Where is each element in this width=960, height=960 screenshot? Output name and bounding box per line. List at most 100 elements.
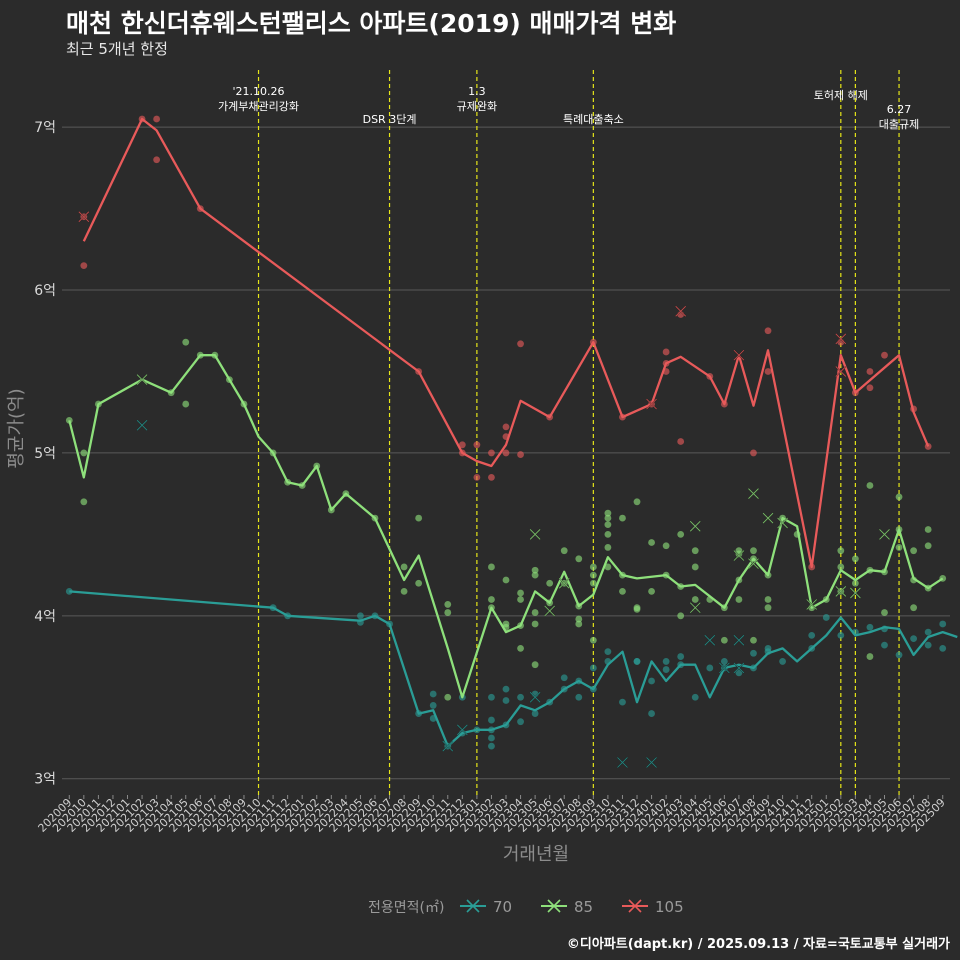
data-point-70 [517,718,524,726]
y-tick-label: 3억 [34,772,56,788]
chart-subtitle: 최근 5개년 한정 [66,40,168,58]
data-point-85 [648,587,655,595]
data-point-105 [866,384,874,392]
event-label: DSR 3단계 [363,113,417,126]
cancelled-deal-marker-outline-85 [835,586,847,597]
chart-title: 매천 한신더휴웨스턴팰리스 아파트(2019) 매매가격 변화 [66,9,677,38]
legend-swatch-cross-70 [466,899,480,913]
data-point-70 [575,693,583,701]
cancelled-deal-marker-outline-85 [558,577,570,589]
data-point-70 [706,664,714,672]
cancelled-deal-marker-outline-85 [762,512,774,524]
data-point-85 [881,609,888,616]
data-point-70 [488,734,495,742]
cancelled-deal-marker-outline-105 [78,211,90,223]
data-point-85 [589,636,597,644]
cancelled-deal-marker-outline-105 [675,305,687,317]
data-point-70 [662,666,670,673]
data-point-85 [633,605,641,613]
data-point-85 [866,653,874,660]
cancelled-deal-marker-outline-105 [733,349,745,361]
data-point-70 [648,710,655,717]
data-point-70 [502,685,510,693]
data-point-85 [677,530,685,538]
cancelled-deal-marker-outline-70 [529,691,541,703]
event-label: 6.27 대출규제 [879,103,919,131]
data-point-70 [866,623,874,631]
data-point-85 [531,620,539,628]
series-line-85 [68,354,944,699]
data-point-105 [153,115,161,123]
data-point-85 [65,416,73,424]
data-point-70 [910,635,918,643]
cancelled-deal-marker-outline-70 [456,724,468,736]
data-point-70 [750,649,757,657]
cancelled-deal-marker-outline-70 [617,757,628,768]
cancelled-deal-marker-outline-70 [646,757,657,768]
legend-title: 전용면적(㎡) [368,900,444,916]
data-point-85 [604,530,612,538]
data-point-70 [691,693,699,701]
event-label: 토허제 해제 [814,88,868,102]
cancelled-deal-marker-outline-70 [704,634,716,646]
legend-swatch-cross-105 [628,899,642,913]
data-point-85 [604,509,612,517]
cancelled-deal-marker-outline-85 [806,599,818,610]
cancelled-deal-marker-outline-70 [719,662,730,674]
legend-label-70: 70 [493,898,512,916]
data-point-70 [619,698,626,706]
data-point-70 [531,710,539,717]
x-axis-title: 거래년월 [503,844,569,865]
data-point-70 [429,690,437,698]
data-point-85 [80,498,88,506]
data-point-85 [895,493,903,501]
data-point-70 [488,693,495,701]
data-point-85 [604,563,612,571]
data-point-85 [619,587,626,595]
data-point-105 [473,441,481,449]
data-point-105 [153,156,161,164]
data-point-85 [589,563,597,571]
data-point-105 [502,423,510,431]
data-point-85 [691,596,699,603]
data-point-85 [444,609,452,616]
data-point-105 [517,340,524,348]
data-point-85 [604,514,612,522]
cancelled-deal-marker-outline-85 [689,602,701,614]
data-point-85 [604,521,612,529]
data-point-85 [444,601,452,608]
data-point-105 [881,351,888,359]
y-tick-label: 6억 [34,283,56,299]
cancelled-deal-marker-outline-85 [879,529,890,540]
data-point-85 [691,547,699,555]
legend-label-85: 85 [574,898,593,916]
data-point-85 [589,579,597,587]
data-point-70 [924,641,932,649]
data-point-85 [750,547,757,555]
data-point-70 [837,631,845,639]
data-point-85 [502,576,510,584]
data-point-70 [895,651,903,659]
data-point-105 [473,473,481,481]
data-point-85 [575,555,583,563]
data-point-85 [619,514,626,522]
cancelled-deal-marker-outline-85 [544,605,556,617]
y-axis-title: 평균가(억) [6,388,27,468]
data-point-70 [648,677,655,685]
data-point-70 [677,653,685,660]
data-point-85 [517,645,524,652]
data-point-85 [546,579,554,587]
data-point-85 [837,547,845,555]
data-point-70 [779,658,786,665]
y-tick-label: 5억 [34,446,56,462]
data-point-70 [604,648,612,656]
y-tick-label: 4억 [34,609,56,625]
event-label: 특례대출축소 [563,113,624,126]
data-point-70 [488,716,495,724]
data-point-105 [677,438,685,445]
cancelled-deal-marker-outline-85 [850,587,861,599]
data-point-85 [488,563,495,571]
data-point-105 [866,368,874,375]
event-label: 1.3 규제완화 [457,85,497,113]
